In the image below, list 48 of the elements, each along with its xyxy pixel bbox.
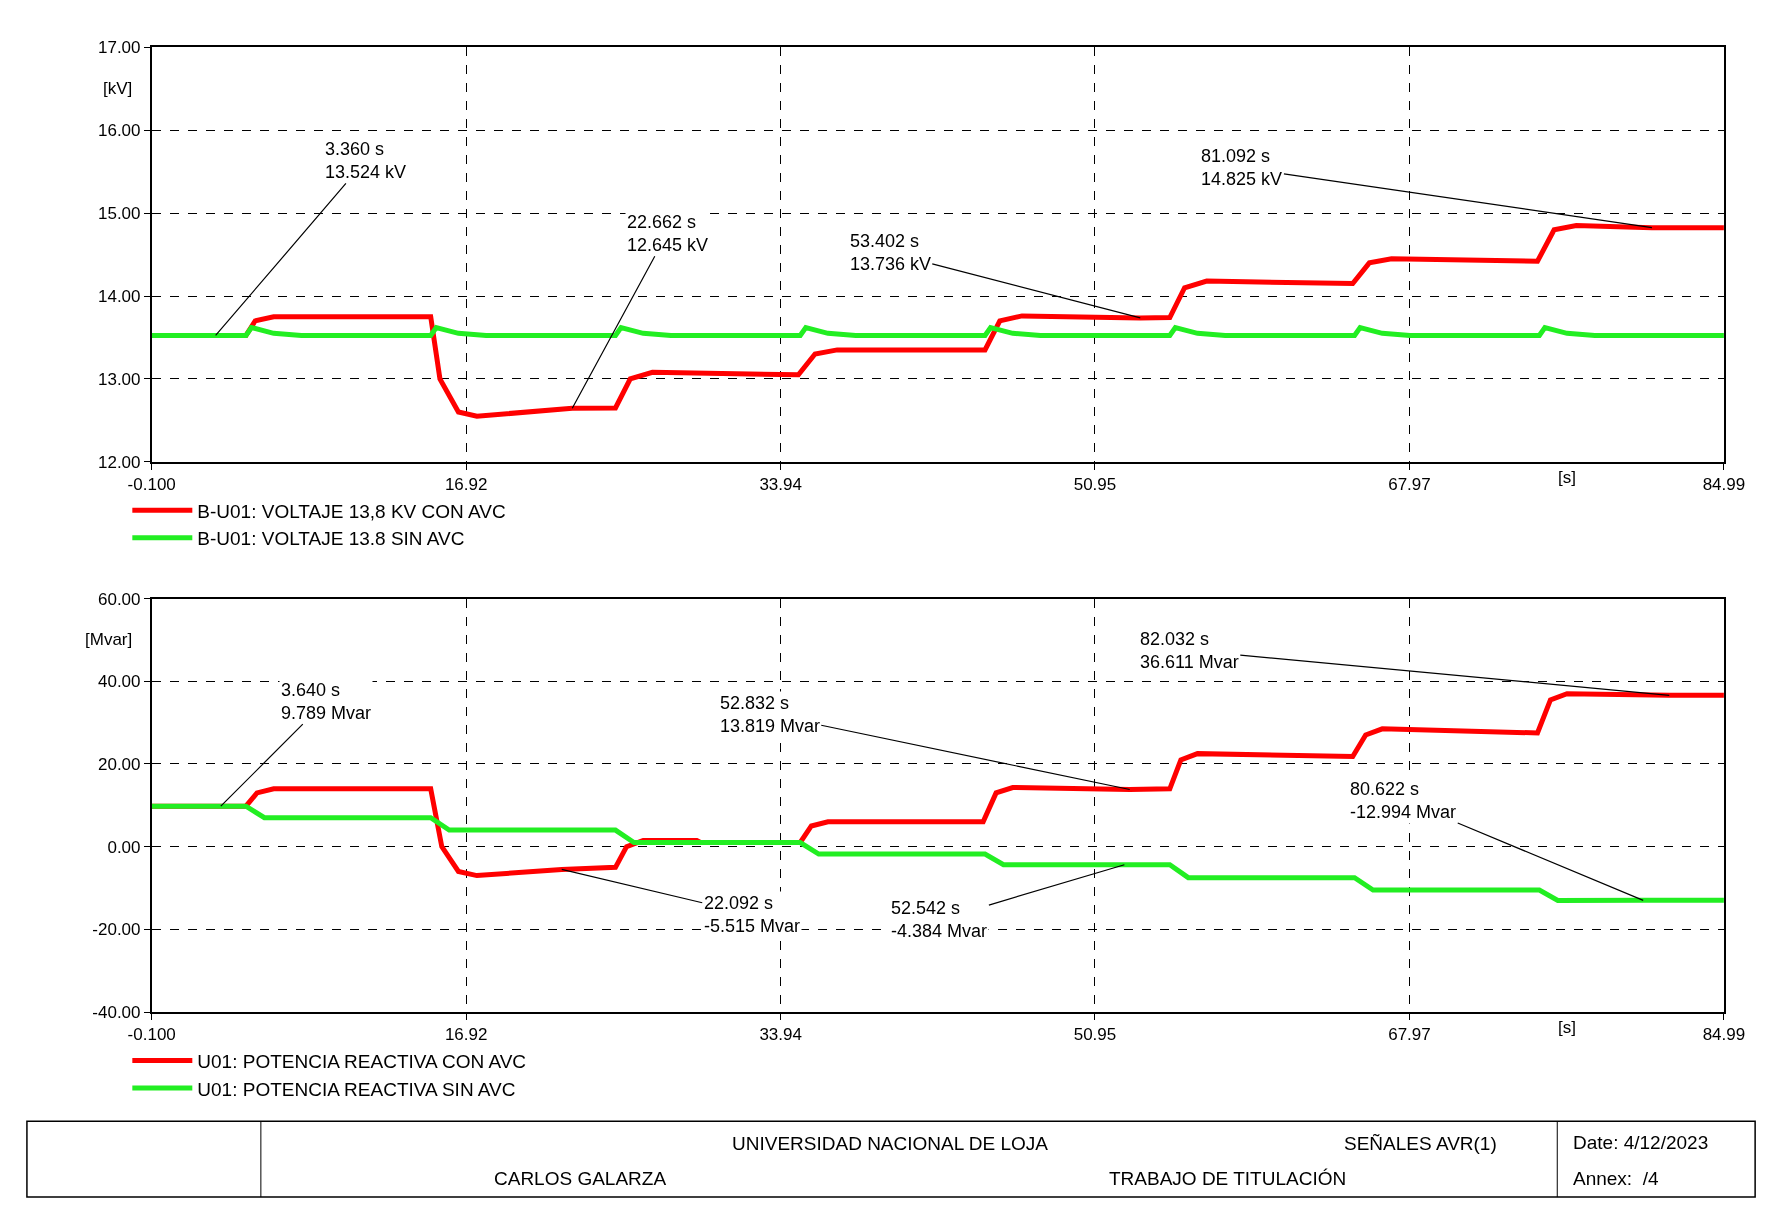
x-tick-label: 84.99 xyxy=(1702,474,1746,494)
y-tick-label: 0.00 xyxy=(107,837,141,857)
annotation: 82.032 s 36.611 Mvar xyxy=(1140,629,1239,673)
legend-label: U01: POTENCIA REACTIVA CON AVC xyxy=(197,1050,527,1072)
x-tick-label: -0.100 xyxy=(127,1025,176,1045)
x-tick-label: 50.95 xyxy=(1073,1025,1117,1045)
y-tick-label: 13.00 xyxy=(97,369,141,389)
y-axis-title: [kV] xyxy=(103,79,133,98)
legend-label: B-U01: VOLTAJE 13,8 KV CON AVC xyxy=(197,500,506,522)
x-tick-label: 33.94 xyxy=(759,474,802,494)
text: Date: 4/12/2023 xyxy=(1573,1132,1709,1153)
y-tick-label: -20.00 xyxy=(92,920,141,940)
text: Annex: /4 xyxy=(1573,1168,1659,1189)
legend-label: U01: POTENCIA REACTIVA SIN AVC xyxy=(197,1078,516,1100)
text: CARLOS GALARZA xyxy=(494,1168,667,1189)
annotation: 22.092 s -5.515 Mvar xyxy=(704,893,801,937)
text: SEÑALES AVR(1) xyxy=(1344,1133,1497,1154)
x-axis-title: [s] xyxy=(1558,468,1576,487)
y-tick-label: 60.00 xyxy=(97,589,141,609)
x-tick-label: 16.92 xyxy=(444,1025,488,1045)
annotation: 81.092 s 14.825 kV xyxy=(1201,146,1283,190)
y-tick-label: 17.00 xyxy=(97,38,141,58)
x-tick-label: -0.100 xyxy=(127,474,176,494)
text: TRABAJO DE TITULACIÓN xyxy=(1109,1168,1347,1189)
x-tick-label: 67.97 xyxy=(1388,474,1431,494)
y-axis-title: [Mvar] xyxy=(85,630,133,649)
annotation: 3.640 s 9.789 Mvar xyxy=(281,680,372,724)
y-tick-label: -40.00 xyxy=(92,1002,141,1022)
y-tick-label: 16.00 xyxy=(97,121,141,141)
annotation: 52.832 s 13.819 Mvar xyxy=(720,693,821,737)
x-tick-label: 50.95 xyxy=(1073,474,1117,494)
y-tick-label: 14.00 xyxy=(97,286,141,306)
annotation: 3.360 s 13.524 kV xyxy=(325,139,407,183)
y-tick-label: 40.00 xyxy=(97,672,141,692)
x-tick-label: 16.92 xyxy=(444,474,488,494)
x-tick-label: 67.97 xyxy=(1388,1025,1431,1045)
y-tick-label: 20.00 xyxy=(97,754,141,774)
y-tick-label: 12.00 xyxy=(97,452,141,472)
annotation: 22.662 s 12.645 kV xyxy=(627,212,709,256)
y-tick-label: 15.00 xyxy=(97,204,141,224)
annotation: 53.402 s 13.736 kV xyxy=(850,231,932,275)
legend-label: B-U01: VOLTAJE 13.8 SIN AVC xyxy=(197,528,465,550)
x-axis-title: [s] xyxy=(1558,1018,1576,1037)
x-tick-label: 84.99 xyxy=(1702,1025,1746,1045)
x-tick-label: 33.94 xyxy=(759,1025,802,1045)
text: UNIVERSIDAD NACIONAL DE LOJA xyxy=(732,1133,1049,1154)
annotation: 52.542 s -4.384 Mvar xyxy=(891,898,988,942)
annotation: 80.622 s -12.994 Mvar xyxy=(1350,779,1457,823)
